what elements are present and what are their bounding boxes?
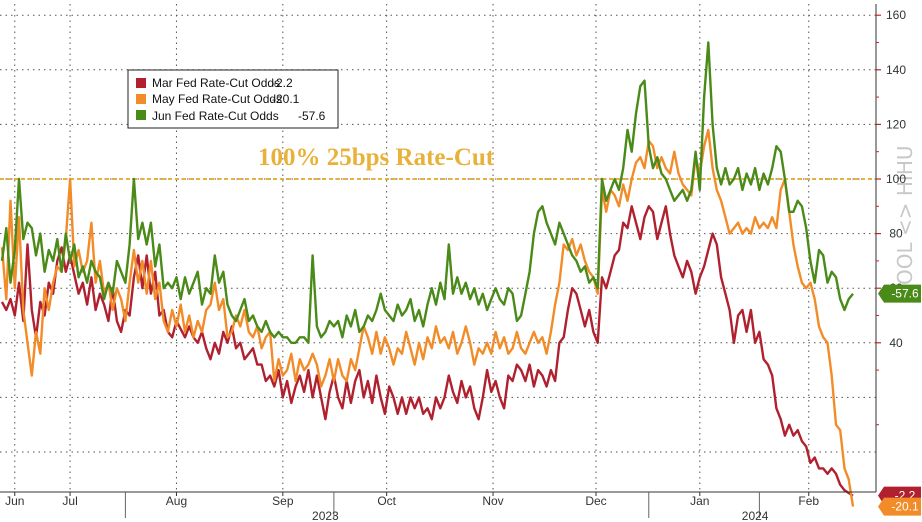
legend-value-mar: -2.2 xyxy=(272,76,293,90)
y-tick-label: 40 xyxy=(889,336,903,350)
series-layer xyxy=(0,41,855,507)
y-tick-label: 100 xyxy=(886,172,906,186)
legend-value-may: -20.1 xyxy=(272,92,300,106)
x-tick-label: Feb xyxy=(798,494,819,508)
x-year-label: 2024 xyxy=(742,509,769,522)
legend-swatch-mar xyxy=(136,78,146,88)
end-tag-value: -20.1 xyxy=(891,500,919,514)
legend-box xyxy=(127,69,339,129)
x-year-label: 2023 xyxy=(312,509,339,522)
legend-swatch-jun xyxy=(136,110,146,120)
end-tag-bg xyxy=(878,284,921,303)
axis-layer: 406080100120140160JunJulAugSepOctNovDecJ… xyxy=(0,4,906,522)
x-tick-label: Jan xyxy=(690,494,709,508)
x-tick-label: Aug xyxy=(166,494,187,508)
x-tick-label: Oct xyxy=(377,494,396,508)
legend: Mar Fed Rate-Cut Odds -2.2 May Fed Rate-… xyxy=(127,69,339,129)
watermark: HOOL <> HIHU xyxy=(893,145,917,300)
series-line-1 xyxy=(0,128,855,507)
end-tag-value: -57.6 xyxy=(891,287,919,301)
end-value-tags: -2.2-20.1-57.6 xyxy=(878,284,921,516)
end-tag-2: -57.6 xyxy=(878,284,921,303)
x-tick-label: Nov xyxy=(482,494,503,508)
end-tag-bg xyxy=(878,497,921,516)
y-tick-label: 80 xyxy=(889,227,903,241)
series-line-2 xyxy=(0,41,854,344)
x-tick-label: Jul xyxy=(62,494,77,508)
legend-swatch-may xyxy=(136,94,146,104)
legend-label-jun: Jun Fed Rate-Cut Odds xyxy=(152,109,279,123)
legend-label-may: May Fed Rate-Cut Odds xyxy=(152,92,282,106)
x-tick-label: Sep xyxy=(272,494,294,508)
x-tick-label: Jun xyxy=(5,494,24,508)
y-tick-label: 140 xyxy=(886,63,906,77)
end-tag-1: -20.1 xyxy=(878,497,921,516)
y-tick-label: 160 xyxy=(886,8,906,22)
y-tick-label: 120 xyxy=(886,117,906,131)
x-tick-label: Dec xyxy=(585,494,606,508)
series-line-0 xyxy=(0,205,854,497)
legend-value-jun: -57.6 xyxy=(298,109,326,123)
legend-label-mar: Mar Fed Rate-Cut Odds xyxy=(152,76,280,90)
watermark-layer: HOOL <> HIHU xyxy=(893,145,917,300)
annotation-100pct-rate-cut: 100% 25bps Rate-Cut xyxy=(258,144,495,171)
